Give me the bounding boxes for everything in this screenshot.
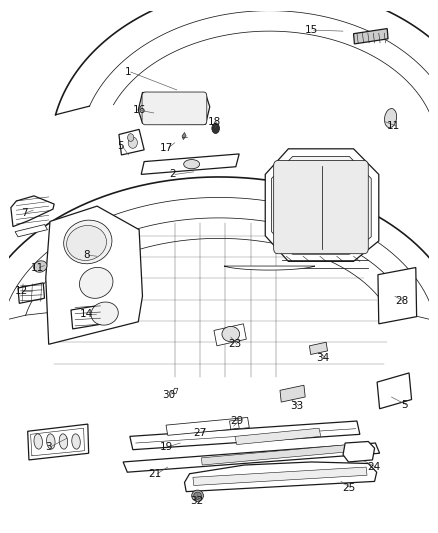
Polygon shape [378, 268, 417, 324]
Polygon shape [18, 283, 45, 303]
Polygon shape [377, 373, 412, 409]
Polygon shape [224, 266, 315, 270]
Polygon shape [272, 157, 371, 254]
Polygon shape [119, 130, 144, 155]
Text: 19: 19 [160, 442, 173, 451]
Polygon shape [193, 467, 367, 486]
Ellipse shape [79, 268, 113, 298]
Text: 25: 25 [342, 482, 355, 492]
Ellipse shape [127, 134, 134, 141]
Text: 5: 5 [117, 141, 124, 151]
Ellipse shape [46, 434, 55, 449]
Polygon shape [11, 196, 54, 227]
Text: 23: 23 [228, 340, 242, 349]
Ellipse shape [34, 434, 42, 449]
Text: 15: 15 [305, 25, 318, 35]
Ellipse shape [184, 159, 200, 169]
Text: 34: 34 [317, 352, 330, 362]
Polygon shape [182, 132, 186, 140]
Polygon shape [141, 154, 239, 174]
Polygon shape [28, 424, 88, 460]
FancyBboxPatch shape [274, 160, 368, 254]
Text: 7: 7 [21, 208, 28, 218]
Ellipse shape [212, 123, 219, 133]
Polygon shape [46, 206, 142, 344]
Ellipse shape [194, 492, 201, 499]
Text: 11: 11 [387, 121, 400, 131]
Text: 1: 1 [125, 67, 132, 77]
Ellipse shape [192, 490, 203, 502]
Text: 30: 30 [162, 391, 175, 400]
Polygon shape [353, 29, 388, 44]
Ellipse shape [59, 434, 68, 449]
Text: 29: 29 [230, 416, 243, 426]
Polygon shape [184, 462, 377, 491]
Polygon shape [138, 93, 210, 124]
Ellipse shape [91, 302, 118, 325]
Text: 16: 16 [132, 106, 146, 116]
Polygon shape [15, 224, 47, 237]
Text: 33: 33 [290, 401, 304, 411]
Text: 27: 27 [194, 428, 207, 438]
Text: 28: 28 [395, 296, 409, 306]
Polygon shape [280, 385, 305, 402]
Ellipse shape [64, 220, 112, 264]
Polygon shape [71, 305, 103, 329]
Text: 18: 18 [208, 117, 222, 127]
Text: 17: 17 [160, 143, 173, 153]
Polygon shape [201, 445, 350, 465]
Text: 2: 2 [170, 169, 176, 180]
Polygon shape [130, 421, 360, 450]
Text: 32: 32 [191, 496, 204, 506]
Polygon shape [309, 342, 328, 354]
Polygon shape [265, 149, 379, 261]
Text: 5: 5 [401, 400, 407, 410]
Ellipse shape [128, 137, 138, 148]
Polygon shape [214, 324, 246, 346]
FancyBboxPatch shape [142, 92, 207, 125]
Polygon shape [166, 417, 249, 435]
Text: 8: 8 [83, 250, 90, 260]
Text: 21: 21 [148, 469, 162, 479]
Text: 14: 14 [80, 309, 93, 319]
Ellipse shape [385, 109, 396, 128]
Polygon shape [123, 443, 380, 472]
Text: 24: 24 [367, 462, 380, 472]
Ellipse shape [222, 326, 240, 342]
Text: 3: 3 [46, 442, 52, 451]
Ellipse shape [72, 434, 80, 449]
Text: 11: 11 [31, 263, 44, 272]
Polygon shape [343, 441, 374, 462]
Polygon shape [235, 428, 321, 445]
Ellipse shape [34, 261, 47, 272]
Ellipse shape [67, 225, 106, 261]
Text: 12: 12 [15, 286, 28, 296]
